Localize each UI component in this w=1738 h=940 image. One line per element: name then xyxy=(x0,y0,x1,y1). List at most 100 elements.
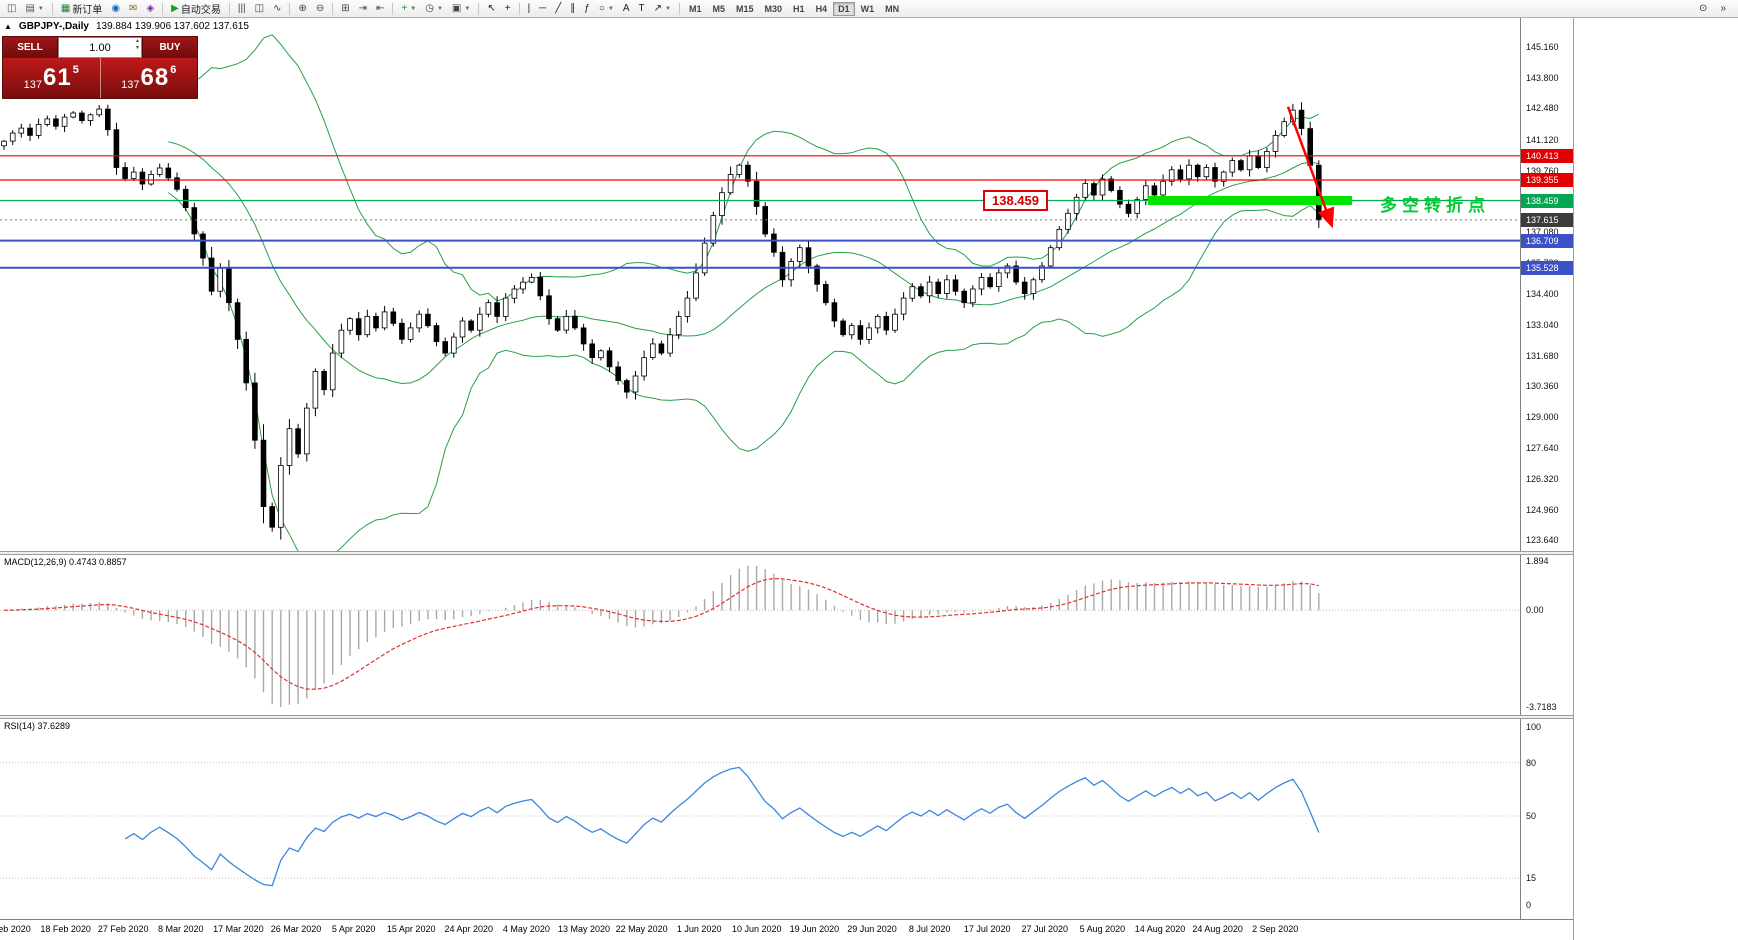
cursor-tool[interactable]: ↖ xyxy=(483,1,499,16)
price-axis[interactable]: 145.160 143.800 142.480 141.120 139.760 138.4… xyxy=(1520,18,1573,919)
auto-scroll-icon: ⇥ xyxy=(358,2,368,14)
timeframe-mn[interactable]: MN xyxy=(885,3,900,14)
new-order-button[interactable]: ▦ 新订单 xyxy=(57,1,106,16)
timeframe-m30[interactable]: M30 xyxy=(764,3,783,14)
volume-input[interactable]: 1.00 ▲ ▼ xyxy=(58,37,142,58)
candle xyxy=(987,273,993,289)
profiles-icon[interactable]: ▤ ▼ xyxy=(21,1,47,16)
candle xyxy=(606,347,613,373)
volume-up-arrow[interactable]: ▲ xyxy=(135,38,140,44)
candle xyxy=(684,291,691,323)
chart-shift-icon[interactable]: ⇤ xyxy=(372,1,388,16)
shapes-tool[interactable]: ○ ▼ xyxy=(595,1,618,16)
turning-point-band[interactable] xyxy=(1148,196,1352,205)
auto-scroll-icon[interactable]: ⇥ xyxy=(355,1,371,16)
timeframe-h4[interactable]: H4 xyxy=(815,3,828,14)
tile-windows-icon[interactable]: ⊞ xyxy=(337,1,353,16)
bollinger-upper-line xyxy=(168,34,1320,302)
turning-point-label[interactable]: 多空转折点 xyxy=(1380,196,1490,215)
price-tick-label: 142.480 xyxy=(1526,103,1559,113)
zoom-in-icon[interactable]: ⊕ xyxy=(294,1,310,16)
toolbar-right-group: ⊙» xyxy=(1695,1,1735,16)
date-label: 19 Jun 2020 xyxy=(789,924,840,934)
label-tool[interactable]: T xyxy=(635,1,649,16)
timeframe-w1[interactable]: W1 xyxy=(860,3,875,14)
timeframe-m5[interactable]: M5 xyxy=(712,3,726,14)
price-level-callout[interactable]: 138.459 xyxy=(983,190,1048,211)
bar-chart-icon[interactable]: ||| xyxy=(234,1,250,16)
buy-button[interactable]: BUY xyxy=(142,37,197,58)
macd-canvas[interactable] xyxy=(0,555,1520,715)
dropdown-caret-icon[interactable]: ▼ xyxy=(436,5,443,12)
timeframe-m15[interactable]: M15 xyxy=(736,3,754,14)
candle xyxy=(476,307,483,337)
bar-chart-icon: ||| xyxy=(237,2,246,14)
new-chart-icon[interactable]: ◫ xyxy=(3,1,20,16)
timeframe-d1[interactable]: D1 xyxy=(833,1,855,16)
chart-window-gbpjpy[interactable]: ▲ GBPJPY-,Daily 139.884 139.906 137.602 … xyxy=(0,18,1574,940)
candle xyxy=(450,332,457,358)
candle xyxy=(87,113,94,126)
one-click-collapse-arrow[interactable]: ▲ xyxy=(4,22,12,31)
news-icon: ✉ xyxy=(129,2,138,14)
sell-price-button[interactable]: 137 61 5 xyxy=(3,58,100,98)
candle xyxy=(1246,149,1253,177)
zoom-out-icon[interactable]: ⊖ xyxy=(312,1,328,16)
dropdown-caret-icon[interactable]: ▼ xyxy=(607,5,614,12)
news-icon[interactable]: ✉ xyxy=(125,1,141,16)
candle xyxy=(156,163,163,177)
search-icon[interactable]: ⊙ xyxy=(1699,3,1708,14)
template-menu-button[interactable]: ▣ ▼ xyxy=(448,1,474,16)
price-tick-label: 143.800 xyxy=(1526,73,1559,83)
pane-separator[interactable] xyxy=(0,715,1573,719)
candle xyxy=(122,162,128,182)
rsi-canvas[interactable] xyxy=(0,719,1520,919)
price-tag: 135.528 xyxy=(1521,261,1573,275)
candle xyxy=(650,338,656,360)
dropdown-caret-icon[interactable]: ▼ xyxy=(37,5,44,12)
chat-icon[interactable]: ◉ xyxy=(107,1,124,16)
more-tools-icon[interactable]: » xyxy=(1720,3,1726,14)
horizontal-line-tool[interactable]: ─ xyxy=(535,1,550,16)
candlestick-chart-icon[interactable]: ◫ xyxy=(251,1,268,16)
dropdown-caret-icon[interactable]: ▼ xyxy=(410,5,417,12)
candle xyxy=(831,298,838,328)
trendline-tool[interactable]: ╱ xyxy=(551,1,565,16)
buy-price-button[interactable]: 137 68 6 xyxy=(99,58,197,98)
sell-button[interactable]: SELL xyxy=(3,37,58,58)
chart-ohlc-values: 139.884 139.906 137.602 137.615 xyxy=(95,21,249,32)
text-tool[interactable]: A xyxy=(619,1,634,16)
price-tick-label: 130.360 xyxy=(1526,381,1559,391)
autotrading-button[interactable]: ▶ 自动交易 xyxy=(167,1,225,16)
date-label: 13 May 2020 xyxy=(557,924,611,934)
candle xyxy=(433,322,440,347)
candle xyxy=(1125,199,1132,218)
line-chart-icon[interactable]: ∿ xyxy=(269,1,285,16)
candle xyxy=(312,368,319,417)
dropdown-caret-icon[interactable]: ▼ xyxy=(665,5,671,12)
down-arrow-annotation[interactable] xyxy=(1286,106,1335,229)
macd-scale-label: 0.00 xyxy=(1526,605,1544,615)
dropdown-caret-icon[interactable]: ▼ xyxy=(464,5,471,12)
candle xyxy=(537,271,544,301)
main-chart-canvas[interactable] xyxy=(0,18,1520,551)
channel-tool[interactable]: ∥ xyxy=(566,1,579,16)
price-tag: 140.413 xyxy=(1521,149,1573,163)
market-icon[interactable]: ◈ xyxy=(142,1,158,16)
candle xyxy=(892,308,898,333)
crosshair-tool[interactable]: + xyxy=(501,1,515,16)
volume-down-arrow[interactable]: ▼ xyxy=(135,45,140,51)
fibonacci-tool[interactable]: ƒ xyxy=(580,1,594,16)
time-axis[interactable]: 9 Feb 2020 18 Feb 2020 27 Feb 2020 8 Mar 20… xyxy=(0,919,1573,940)
candle xyxy=(641,350,647,381)
timeframe-h1[interactable]: H1 xyxy=(793,3,805,14)
autotrading-button: ▶ xyxy=(171,2,179,14)
arrows-tool[interactable]: ↗ ▼ xyxy=(650,1,675,16)
vertical-line-tool[interactable]: | xyxy=(524,1,535,16)
timeframe-m1[interactable]: M1 xyxy=(688,3,702,14)
add-indicator-button[interactable]: + ▼ xyxy=(397,1,420,16)
period-menu-button[interactable]: ◷ ▼ xyxy=(421,1,447,16)
candle xyxy=(926,275,933,303)
candle xyxy=(9,130,16,145)
pane-separator[interactable] xyxy=(0,551,1573,555)
